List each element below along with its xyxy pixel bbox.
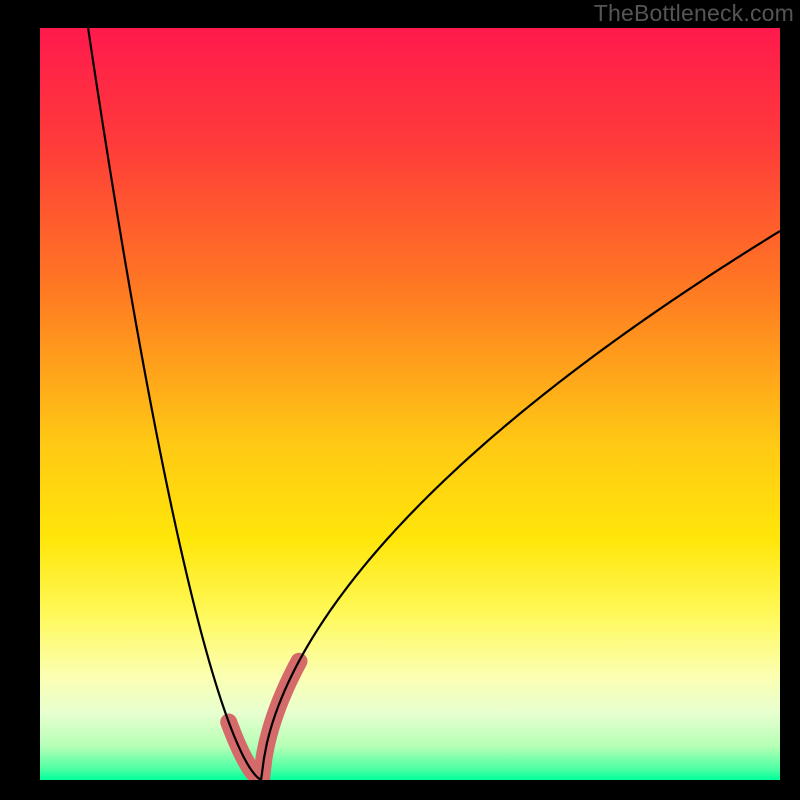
plot-area xyxy=(40,28,780,780)
plot-svg xyxy=(40,28,780,780)
watermark-text: TheBottleneck.com xyxy=(594,0,794,27)
